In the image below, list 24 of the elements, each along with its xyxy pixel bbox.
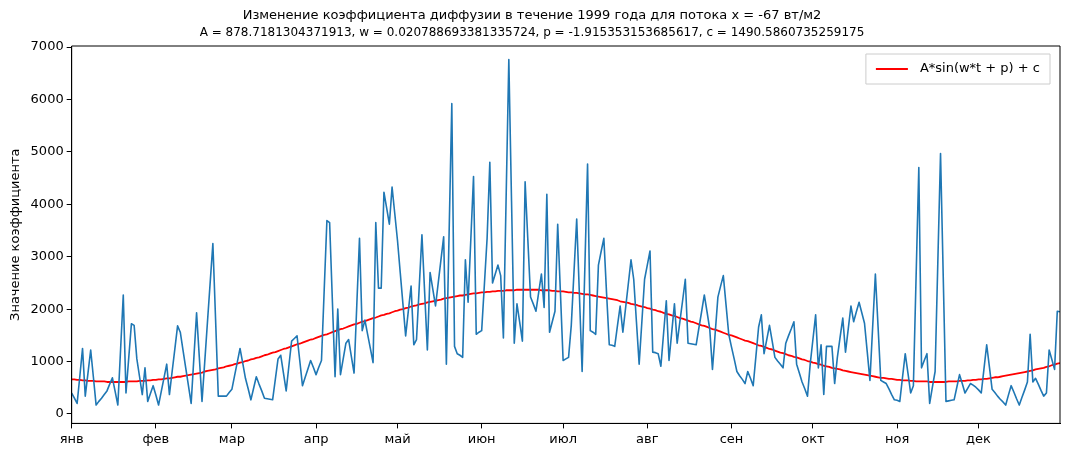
x-tick-label: янв bbox=[59, 430, 84, 446]
chart-subtitle: A = 878.7181304371913, w = 0.020788693381335724, p = -1.915353153685617, c = 1490.5860735259175 bbox=[199, 24, 865, 39]
x-tick-label: авг bbox=[636, 430, 659, 446]
x-tick-label: май bbox=[384, 430, 411, 446]
y-tick-label: 3000 bbox=[30, 248, 64, 264]
x-tick-label: фев bbox=[142, 430, 170, 446]
legend-label: A*sin(w*t + p) + c bbox=[919, 60, 1041, 76]
x-tick-label: дек bbox=[966, 430, 992, 446]
y-tick-label: 0 bbox=[55, 405, 64, 421]
x-tick-label: окт bbox=[801, 430, 826, 446]
y-tick-label: 1000 bbox=[30, 352, 64, 368]
x-tick-label: ноя bbox=[884, 430, 910, 446]
y-tick-label: 4000 bbox=[30, 195, 64, 211]
y-tick-label: 6000 bbox=[30, 90, 64, 106]
x-tick-label: мар bbox=[218, 430, 245, 446]
y-tick-label: 5000 bbox=[30, 143, 64, 159]
x-tick-label: июн bbox=[467, 430, 496, 446]
x-tick-label: сен bbox=[719, 430, 744, 446]
y-tick-label: 2000 bbox=[30, 300, 64, 316]
y-axis-title: Значение коэффициента bbox=[7, 148, 23, 321]
x-tick-label: июл bbox=[549, 430, 577, 446]
y-tick-label: 7000 bbox=[30, 38, 64, 54]
chart-title: Изменение коэффициента диффузии в течение 1999 года для потока x = -67 вт/м2 bbox=[242, 7, 822, 23]
x-tick-label: апр bbox=[303, 430, 329, 446]
